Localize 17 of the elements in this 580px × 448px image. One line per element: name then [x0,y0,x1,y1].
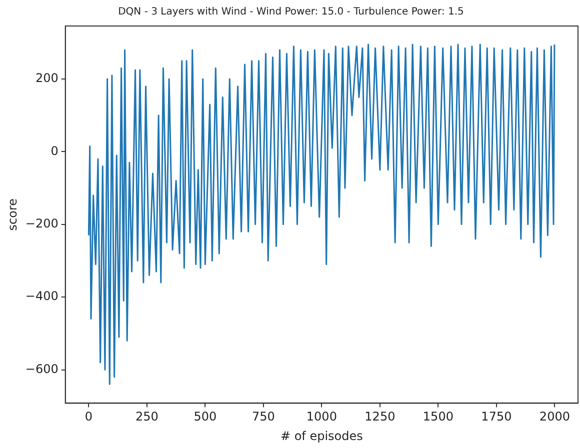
y-tick-label: −600 [25,362,58,376]
x-tick-label: 500 [194,410,217,424]
y-tick-label: 0 [50,144,58,158]
y-axis-title: score [5,198,20,231]
x-tick-label: 2000 [539,410,570,424]
x-tick-label: 1750 [481,410,512,424]
y-tick-label: −400 [25,289,58,304]
y-tick-label: 200 [35,71,58,86]
x-tick-label: 250 [135,410,158,424]
x-tick-label: 0 [84,410,92,424]
x-tick-label: 1250 [364,410,396,424]
x-tick-label: 1500 [422,410,454,424]
x-axis-title: # of episodes [280,428,363,443]
x-tick-label: 1000 [306,410,337,424]
x-tick-label: 750 [252,410,275,424]
y-tick-label: −200 [25,216,58,231]
chart-title: DQN - 3 Layers with Wind - Wind Power: 15.0 - Turbulence Power: 1.5 [118,6,464,18]
